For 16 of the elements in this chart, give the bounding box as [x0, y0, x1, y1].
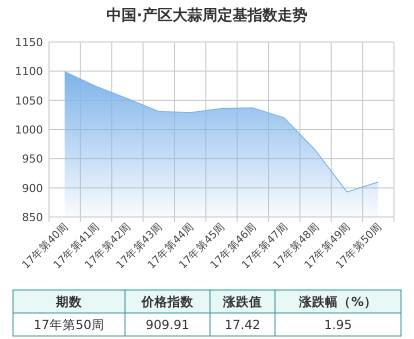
y-tick-label: 900 [22, 182, 43, 195]
text: 涨跌值 [222, 294, 262, 309]
y-tick-label: 1000 [15, 124, 43, 136]
text: 909.91 [146, 317, 190, 332]
text: 17年第50周 [34, 317, 104, 332]
text: 价格指数 [140, 294, 194, 309]
y-tick-label: 850 [22, 211, 43, 224]
text: 期数 [55, 294, 83, 309]
text: 1.95 [324, 317, 352, 332]
y-tick-label: 1100 [15, 65, 43, 78]
text: 17.42 [224, 317, 260, 332]
y-tick-label: 950 [22, 152, 43, 166]
y-tick-label: 1150 [15, 36, 43, 49]
y-tick-label: 1050 [15, 94, 43, 108]
chart-title: 中国·产区大蒜周定基指数走势 [106, 6, 308, 24]
text: 涨跌幅（%） [298, 294, 377, 309]
